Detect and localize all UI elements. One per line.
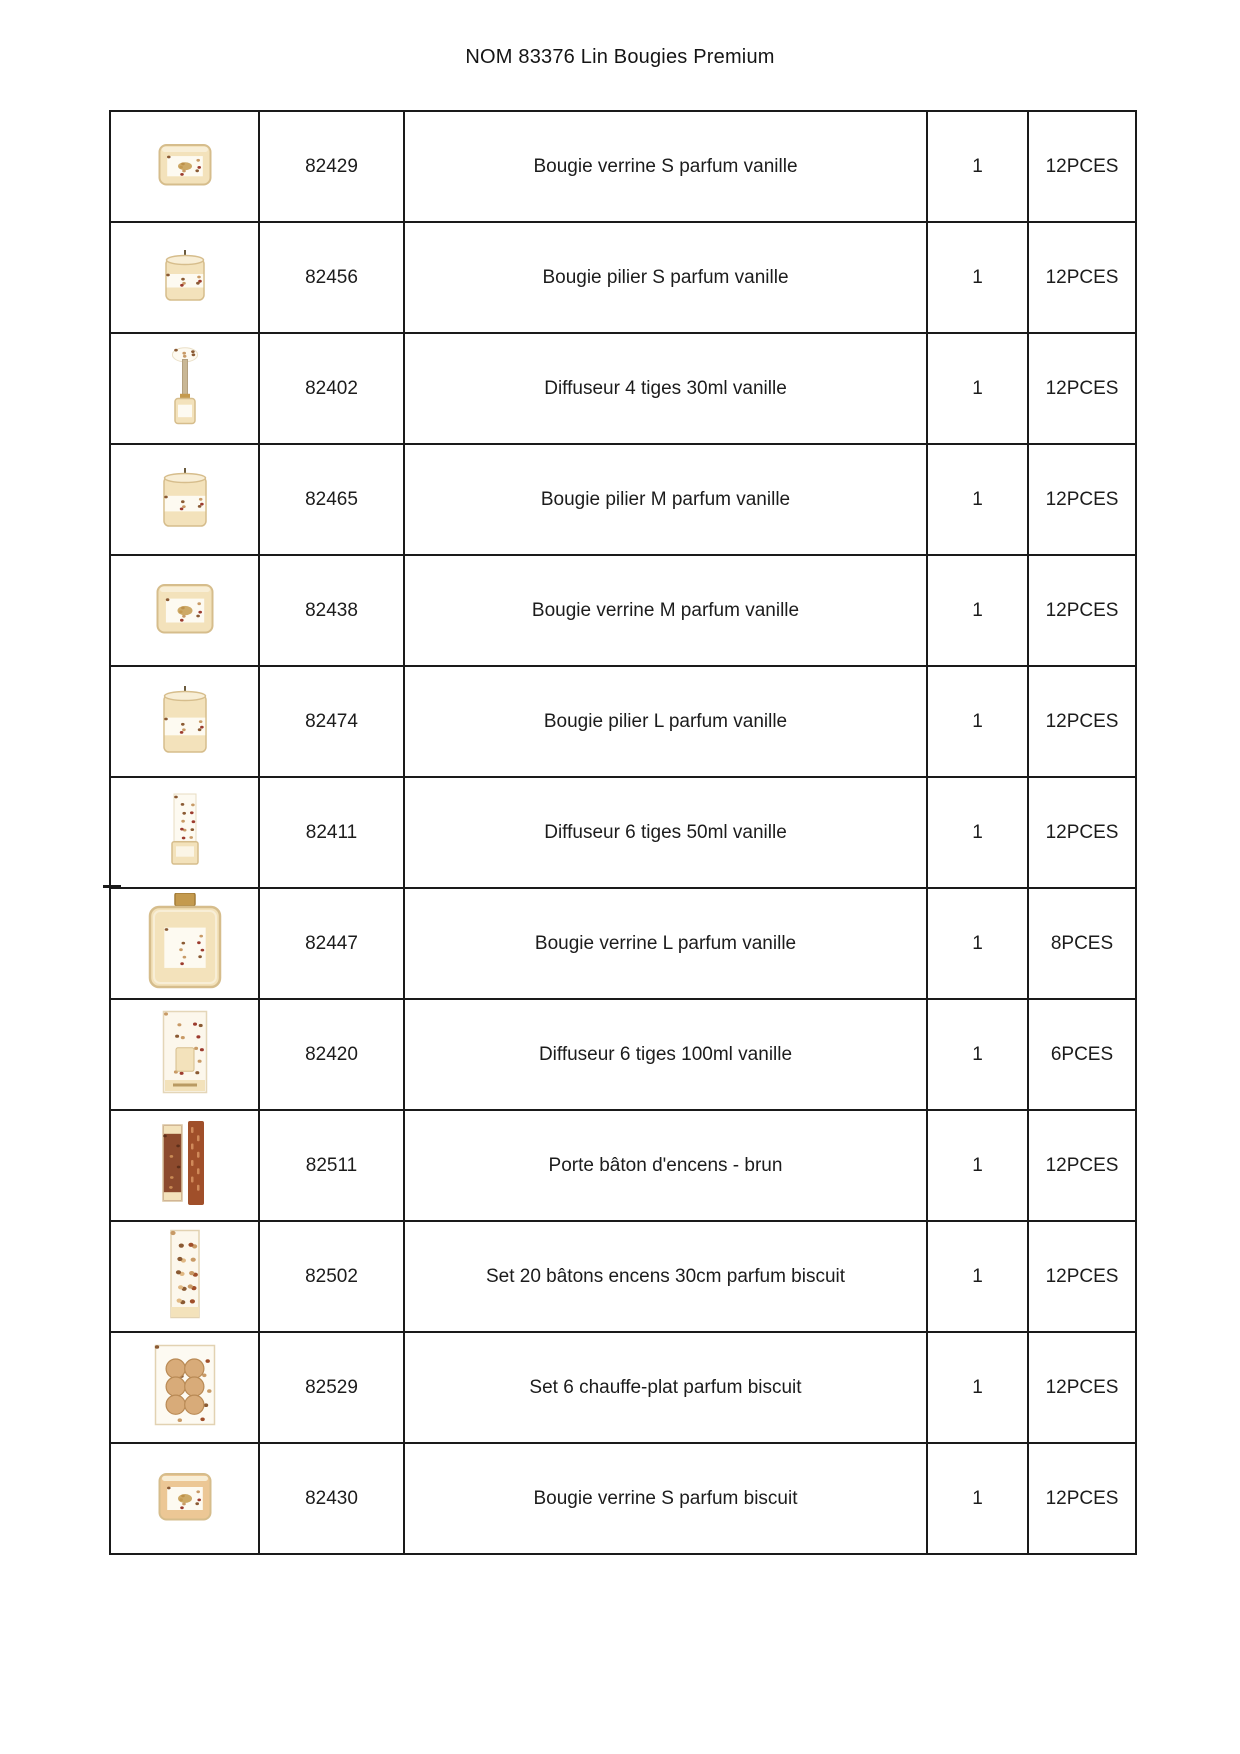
product-qty-cell: 1 [926,221,1029,334]
product-code-cell: 82529 [258,1331,405,1444]
product-description-cell: Diffuseur 6 tiges 100ml vanille [403,998,928,1111]
product-pack-cell: 8PCES [1027,887,1137,1000]
table-row: 82447 Bougie verrine L parfum vanille 1 8PC… [109,887,1137,1000]
table-row: 82529 Set 6 chauffe-plat parfum biscuit 1 1… [109,1331,1137,1444]
product-qty-cell: 1 [926,1442,1029,1555]
product-description-cell: Set 6 chauffe-plat parfum biscuit [403,1331,928,1444]
verrine-candle-m-icon [156,582,214,634]
product-code-cell: 82430 [258,1442,405,1555]
product-pack-cell: 12PCES [1027,554,1137,667]
table-row: 82430 Bougie verrine S parfum biscuit 1 12P… [109,1442,1137,1555]
product-description-cell: Diffuseur 4 tiges 30ml vanille [403,332,928,445]
table-row: 82474 Bougie pilier L parfum vanille 1 12PC… [109,665,1137,778]
product-pack-cell: 12PCES [1027,1109,1137,1222]
table-row: 82511 Porte bâton d'encens - brun 1 12PCES [109,1109,1137,1222]
table-row: 82429 Bougie verrine S parfum vanille 1 12P… [109,110,1137,223]
diffuser-100ml-box-icon [162,1010,208,1094]
product-qty-cell: 1 [926,332,1029,445]
catalog-table-body: 82429 Bougie verrine S parfum vanille 1 12P… [109,110,1137,1555]
product-code-cell: 82402 [258,332,405,445]
product-pack-cell: 12PCES [1027,1220,1137,1333]
table-row: 82411 Diffuseur 6 tiges 50ml vanille 1 12PC… [109,776,1137,889]
verrine-candle-biscuit-icon [158,1471,212,1521]
table-row: 82465 Bougie pilier M parfum vanille 1 12PC… [109,443,1137,556]
product-image-cell [109,221,260,334]
product-image-cell [109,1109,260,1222]
pillar-candle-s-icon [164,249,206,301]
product-description-cell: Bougie pilier L parfum vanille [403,665,928,778]
product-image-cell [109,887,260,1000]
product-image-cell [109,1220,260,1333]
diffuser-6-sticks-icon [164,793,206,867]
pillar-candle-l-icon [162,685,208,753]
product-pack-cell: 12PCES [1027,221,1137,334]
product-pack-cell: 12PCES [1027,1442,1137,1555]
product-image-cell [109,1442,260,1555]
table-row: 82402 Diffuseur 4 tiges 30ml vanille 1 12PC… [109,332,1137,445]
product-description-cell: Set 20 bâtons encens 30cm parfum biscuit [403,1220,928,1333]
product-image-cell [109,776,260,889]
product-description-cell: Porte bâton d'encens - brun [403,1109,928,1222]
product-qty-cell: 1 [926,665,1029,778]
product-qty-cell: 1 [926,776,1029,889]
product-qty-cell: 1 [926,1331,1029,1444]
product-description-cell: Bougie verrine M parfum vanille [403,554,928,667]
product-code-cell: 82474 [258,665,405,778]
product-code-cell: 82447 [258,887,405,1000]
table-row: 82502 Set 20 bâtons encens 30cm parfum bi… [109,1220,1137,1333]
verrine-candle-s-icon [158,142,212,186]
product-pack-cell: 12PCES [1027,332,1137,445]
product-image-cell [109,110,260,223]
product-catalog-table: 82429 Bougie verrine S parfum vanille 1 12P… [109,110,1137,1555]
product-code-cell: 82456 [258,221,405,334]
verrine-candle-l-icon [148,891,222,989]
diffuser-4-sticks-icon [170,346,200,425]
product-description-cell: Bougie pilier S parfum vanille [403,221,928,334]
product-code-cell: 82411 [258,776,405,889]
product-image-cell [109,554,260,667]
product-code-cell: 82420 [258,998,405,1111]
table-row: 82438 Bougie verrine M parfum vanille 1 12P… [109,554,1137,667]
product-image-cell [109,332,260,445]
product-qty-cell: 1 [926,554,1029,667]
product-image-cell [109,1331,260,1444]
product-image-cell [109,443,260,556]
product-code-cell: 82465 [258,443,405,556]
border-artifact-tick [103,885,121,888]
product-image-cell [109,998,260,1111]
product-qty-cell: 1 [926,110,1029,223]
product-code-cell: 82429 [258,110,405,223]
table-row: 82420 Diffuseur 6 tiges 100ml vanille 1 6PC… [109,998,1137,1111]
product-description-cell: Bougie verrine S parfum biscuit [403,1442,928,1555]
product-code-cell: 82511 [258,1109,405,1222]
product-description-cell: Bougie verrine L parfum vanille [403,887,928,1000]
product-description-cell: Bougie pilier M parfum vanille [403,443,928,556]
product-code-cell: 82502 [258,1220,405,1333]
product-description-cell: Diffuseur 6 tiges 50ml vanille [403,776,928,889]
tealight-set-icon [154,1344,216,1426]
product-qty-cell: 1 [926,1109,1029,1222]
page-title: NOM 83376 Lin Bougies Premium [465,46,775,68]
product-pack-cell: 12PCES [1027,443,1137,556]
product-pack-cell: 12PCES [1027,1331,1137,1444]
product-code-cell: 82438 [258,554,405,667]
product-qty-cell: 1 [926,998,1029,1111]
product-pack-cell: 12PCES [1027,110,1137,223]
product-pack-cell: 12PCES [1027,776,1137,889]
product-pack-cell: 6PCES [1027,998,1137,1111]
product-qty-cell: 1 [926,887,1029,1000]
table-row: 82456 Bougie pilier S parfum vanille 1 12PC… [109,221,1137,334]
product-image-cell [109,665,260,778]
product-description-cell: Bougie verrine S parfum vanille [403,110,928,223]
product-qty-cell: 1 [926,443,1029,556]
product-qty-cell: 1 [926,1220,1029,1333]
product-pack-cell: 12PCES [1027,665,1137,778]
pillar-candle-m-icon [162,467,208,527]
incense-holder-icon [161,1119,208,1207]
incense-sticks-set-icon [169,1229,201,1319]
